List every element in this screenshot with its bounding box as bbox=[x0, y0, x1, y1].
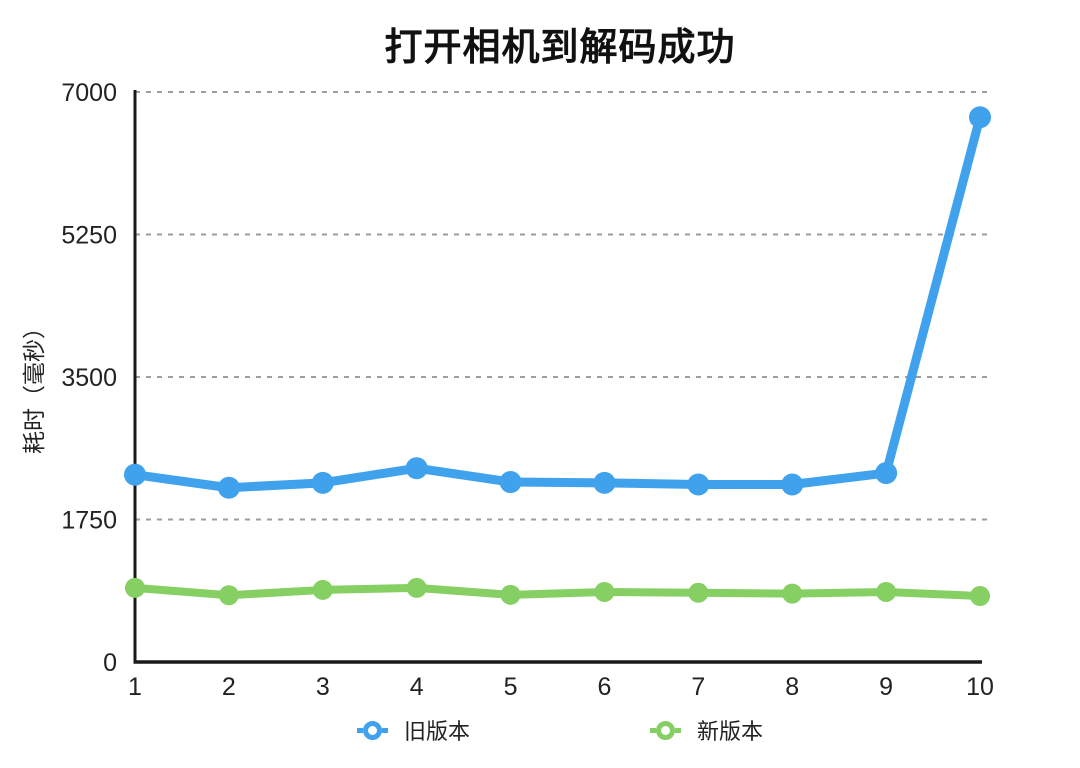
data-point-s0-x9 bbox=[875, 462, 898, 485]
x-tick-label-1: 1 bbox=[128, 673, 142, 701]
legend-label-new-version: 新版本 bbox=[697, 719, 764, 744]
data-point-s0-x1 bbox=[124, 463, 146, 486]
data-point-s1-x8 bbox=[782, 583, 803, 604]
data-point-s0-x5 bbox=[499, 471, 522, 494]
data-point-s1-x7 bbox=[688, 582, 709, 603]
data-point-s0-x6 bbox=[593, 471, 616, 494]
x-tick-label-9: 9 bbox=[879, 673, 893, 701]
y-tick-label-1750: 1750 bbox=[61, 506, 117, 534]
data-point-s1-x3 bbox=[312, 579, 333, 600]
y-tick-label-0: 0 bbox=[103, 649, 117, 677]
data-point-s1-x4 bbox=[406, 577, 427, 598]
data-point-s1-x9 bbox=[876, 581, 897, 602]
data-point-s0-x4 bbox=[405, 457, 428, 480]
x-tick-label-4: 4 bbox=[410, 673, 424, 701]
x-tick-label-6: 6 bbox=[597, 673, 611, 701]
x-tick-label-10: 10 bbox=[966, 673, 994, 701]
data-point-s0-x2 bbox=[217, 476, 240, 499]
chart-title: 打开相机到解码成功 bbox=[384, 27, 736, 69]
y-tick-label-7000: 7000 bbox=[61, 79, 117, 107]
y-tick-label-5250: 5250 bbox=[61, 221, 117, 249]
data-point-s1-x5 bbox=[500, 584, 521, 605]
data-point-s1-x1 bbox=[125, 577, 145, 598]
x-tick-label-3: 3 bbox=[316, 673, 330, 701]
x-tick-label-5: 5 bbox=[504, 673, 518, 701]
x-tick-label-2: 2 bbox=[222, 673, 236, 701]
data-point-s0-x10 bbox=[969, 106, 991, 129]
data-point-s0-x7 bbox=[687, 473, 710, 496]
y-tick-label-3500: 3500 bbox=[61, 364, 117, 392]
data-point-s1-x10 bbox=[970, 586, 990, 607]
series-line-0 bbox=[130, 112, 985, 493]
legend-label-old-version: 旧版本 bbox=[403, 719, 470, 744]
legend-marker-new-version-icon bbox=[650, 720, 681, 740]
legend: 旧版本 新版本 bbox=[60, 714, 1060, 746]
series-line-1 bbox=[131, 583, 984, 601]
data-point-s1-x2 bbox=[218, 585, 239, 606]
data-point-s1-x6 bbox=[594, 581, 615, 602]
legend-item-old-version[interactable]: 旧版本 bbox=[356, 714, 470, 746]
x-tick-label-7: 7 bbox=[691, 673, 705, 701]
data-point-s0-x3 bbox=[311, 471, 334, 494]
legend-marker-old-version-icon bbox=[356, 720, 388, 740]
data-point-s0-x8 bbox=[781, 473, 804, 496]
x-tick-label-8: 8 bbox=[785, 673, 799, 701]
legend-item-new-version[interactable]: 新版本 bbox=[650, 714, 763, 746]
